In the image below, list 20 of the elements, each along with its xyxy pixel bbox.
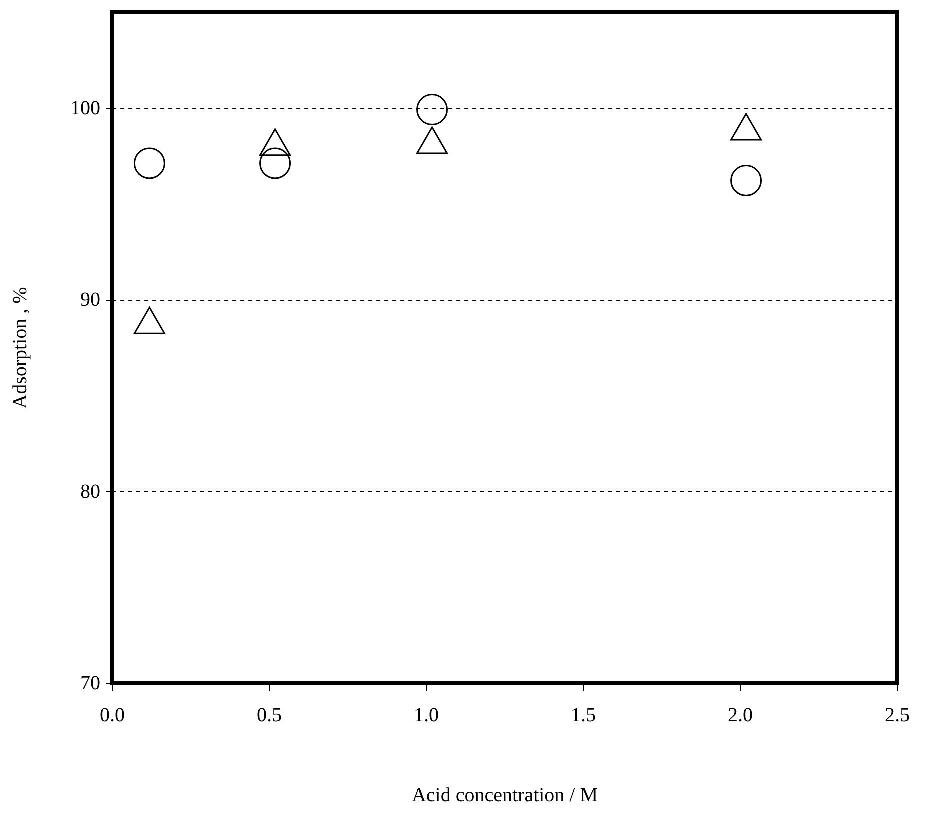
point xyxy=(416,94,448,126)
y-tick-label: 80 xyxy=(80,480,100,503)
x-tick-label: 2.0 xyxy=(728,704,753,726)
y-axis-title: Adsorption , % xyxy=(10,287,32,409)
y-tick-label: 90 xyxy=(80,289,100,312)
point xyxy=(730,164,762,196)
point xyxy=(260,128,292,156)
x-tick-label: 1.0 xyxy=(414,704,439,726)
x-axis-title: Acid concentration / M xyxy=(412,784,598,806)
point xyxy=(416,126,448,154)
point xyxy=(134,306,166,334)
point xyxy=(730,113,762,141)
x-tick-label: 1.5 xyxy=(571,704,596,726)
x-tick-label: 0.5 xyxy=(257,704,282,726)
point xyxy=(134,148,166,180)
y-tick-label: 70 xyxy=(80,672,100,694)
y-tick-label: 100 xyxy=(70,97,100,120)
x-tick-label: 2.5 xyxy=(885,704,910,726)
point xyxy=(260,148,292,180)
x-tick-label: 0.0 xyxy=(100,704,125,726)
